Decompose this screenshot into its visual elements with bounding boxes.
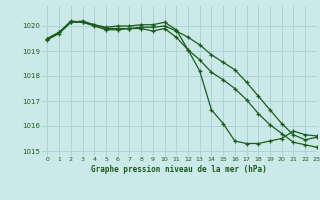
X-axis label: Graphe pression niveau de la mer (hPa): Graphe pression niveau de la mer (hPa) [91,165,267,174]
